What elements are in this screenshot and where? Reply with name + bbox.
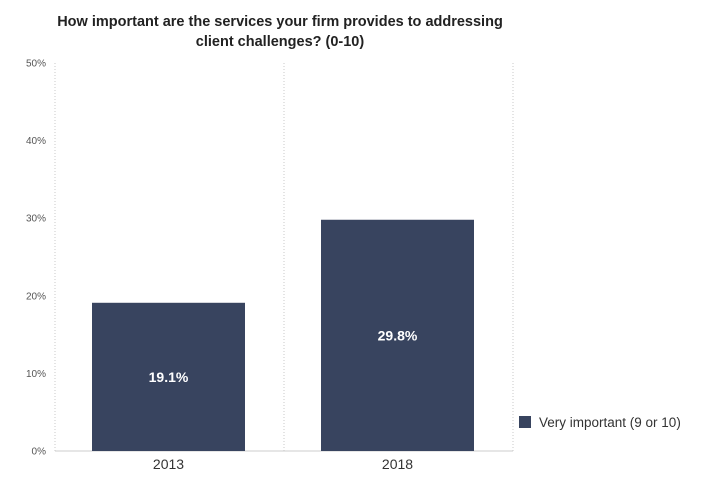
x-tick-label: 2013: [153, 456, 184, 472]
y-tick-label: 50%: [26, 59, 46, 70]
legend-label: Very important (9 or 10): [539, 415, 681, 430]
bar-labels: 19.1% 29.8%: [149, 327, 418, 385]
y-tick-label: 20%: [26, 291, 46, 302]
y-tick-label: 10%: [26, 369, 46, 380]
y-tick-label: 0%: [32, 447, 47, 458]
legend: Very important (9 or 10): [519, 415, 681, 430]
chart-title: How important are the services your firm…: [57, 14, 503, 50]
y-tick-label: 40%: [26, 136, 46, 147]
legend-swatch: [519, 416, 531, 428]
bars: [92, 219, 474, 451]
bar-2018: [321, 219, 474, 451]
x-tick-label: 2018: [382, 456, 413, 472]
bar-value-label: 19.1%: [149, 369, 189, 385]
x-axis: 2013 2018: [153, 456, 413, 472]
y-axis: 0% 10% 20% 30% 40% 50%: [26, 59, 46, 458]
bar-2013: [92, 302, 245, 451]
y-tick-label: 30%: [26, 214, 46, 225]
bar-value-label: 29.8%: [378, 327, 418, 343]
